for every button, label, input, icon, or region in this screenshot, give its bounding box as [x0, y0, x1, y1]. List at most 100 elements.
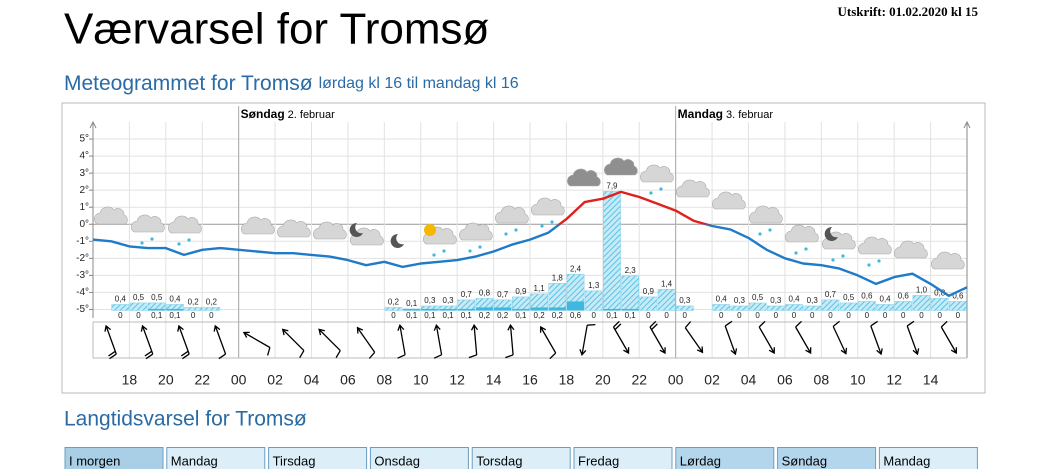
day-label: Søndag 2. februar — [241, 107, 335, 121]
snow-icon — [867, 263, 871, 267]
weather-icon — [313, 221, 347, 240]
precipitation-bar — [494, 307, 512, 311]
precipitation-min-label: 0 — [937, 311, 942, 320]
weather-icon — [241, 216, 275, 235]
precipitation-bar — [166, 308, 184, 311]
x-tick-label: 02 — [704, 372, 720, 388]
precipitation-min-label: 0 — [592, 311, 597, 320]
y-tick-label: 4° — [79, 151, 89, 162]
precipitation-bar — [457, 308, 475, 311]
precipitation-bar — [384, 307, 403, 311]
precipitation-label: 0,2 — [388, 298, 400, 307]
weather-icon — [350, 227, 384, 246]
precipitation-bar — [894, 301, 913, 311]
wind-symbol — [906, 320, 920, 356]
weather-icon — [459, 222, 493, 241]
x-tick-label: 04 — [304, 372, 320, 388]
longterm-table: I morgen Mandag Tirsdag Onsdag Torsdag Fredag… — [64, 447, 978, 469]
precipitation-label: 0,5 — [133, 293, 145, 302]
x-tick-label: 14 — [923, 372, 939, 388]
precipitation-min-label: 0,1 — [169, 311, 181, 320]
precipitation-label: 1,4 — [661, 279, 673, 288]
day-name: Søndag — [241, 107, 285, 121]
snow-icon — [140, 241, 144, 245]
page-title: Værvarsel for Tromsø — [64, 5, 489, 54]
sun-icon — [424, 224, 436, 236]
precipitation-bar — [858, 301, 876, 311]
precipitation-bar — [475, 307, 494, 311]
weather-icon — [604, 157, 638, 176]
y-tick-label: -5° — [76, 304, 89, 315]
y-tick-label: -2° — [76, 253, 89, 264]
snow-icon — [468, 249, 472, 253]
precipitation-bar — [821, 299, 840, 311]
precipitation-bar — [457, 299, 476, 311]
precipitation-bar — [530, 307, 548, 311]
wind-symbol — [318, 328, 341, 359]
snow-icon — [841, 254, 845, 258]
precipitation-bar — [548, 283, 567, 311]
snow-icon — [649, 191, 653, 195]
y-tick-label: 5° — [79, 134, 89, 145]
snow-icon — [768, 228, 772, 232]
y-tick-label: -1° — [76, 236, 89, 247]
snow-icon — [659, 187, 663, 191]
precipitation-min-label: 0 — [719, 311, 724, 320]
precipitation-min-label: 0 — [883, 311, 888, 320]
precipitation-label: 0,9 — [515, 287, 527, 296]
precipitation-label: 0,2 — [188, 298, 200, 307]
precipitation-bar — [148, 308, 166, 311]
x-tick-label: 10 — [413, 372, 429, 388]
precipitation-min-label: 0 — [792, 311, 797, 320]
day-cell-label: Tirsdag — [273, 453, 316, 468]
precipitation-bar — [657, 289, 676, 311]
y-axis-arrow — [963, 120, 971, 129]
snow-icon — [150, 237, 154, 241]
moon-icon — [390, 233, 404, 248]
precipitation-label: 0,7 — [461, 290, 473, 299]
precipitation-min-label: 0,6 — [570, 311, 582, 320]
precipitation-label: 0,4 — [716, 295, 728, 304]
y-tick-label: 0° — [79, 219, 89, 230]
weather-icon — [749, 205, 783, 224]
precipitation-bar — [621, 275, 640, 311]
precipitation-min-label: 0 — [664, 311, 669, 320]
day-cell-label: I morgen — [69, 453, 120, 468]
weather-icon — [785, 224, 819, 243]
precipitation-bar — [639, 296, 658, 311]
day-cell — [64, 447, 164, 469]
precipitation-label: 1,8 — [552, 273, 564, 282]
day-date: 3. februar — [726, 109, 773, 121]
x-tick-label: 06 — [777, 372, 793, 388]
x-tick-label: 22 — [194, 372, 210, 388]
day-cell-label: Fredag — [578, 453, 619, 468]
precipitation-label: 0,5 — [843, 293, 855, 302]
wind-symbol — [356, 326, 376, 359]
precipitation-min-label: 0,2 — [479, 311, 491, 320]
x-tick-label: 04 — [741, 372, 757, 388]
day-cell-label: Mandag — [171, 453, 218, 468]
wind-symbol — [242, 331, 271, 356]
precipitation-label: 0,3 — [443, 296, 455, 305]
precipitation-label: 0,4 — [788, 295, 800, 304]
y-tick-label: 3° — [79, 168, 89, 179]
wind-symbol — [397, 323, 406, 359]
wind-symbol — [649, 320, 666, 355]
precipitation-bar — [111, 304, 130, 311]
wind-symbol — [213, 324, 227, 360]
weather-icon — [277, 219, 311, 238]
precipitation-label: 0,7 — [497, 290, 509, 299]
wind-symbol — [758, 320, 775, 355]
precipitation-min-label: 0,2 — [552, 311, 564, 320]
precipitation-bar — [712, 304, 731, 311]
longterm-title: Langtidsvarsel for Tromsø — [64, 408, 307, 431]
weather-icon — [858, 236, 892, 255]
day-cell — [573, 447, 673, 469]
precipitation-min-label: 0,1 — [443, 311, 455, 320]
y-tick-label: 1° — [79, 202, 89, 213]
x-tick-label: 02 — [267, 372, 283, 388]
moon-icon — [349, 222, 363, 237]
meteogram-heading: Meteogrammet for Tromsø lørdag kl 16 til … — [64, 72, 519, 95]
precipitation-label: 1,1 — [534, 284, 546, 293]
precipitation-min-label: 0 — [683, 311, 688, 320]
